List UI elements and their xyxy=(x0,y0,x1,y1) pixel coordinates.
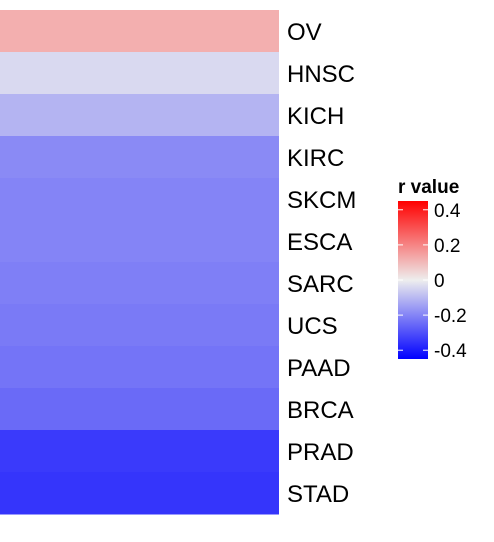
row-label-ucs: UCS xyxy=(287,313,338,340)
heatmap-cell-sarc xyxy=(0,262,279,305)
row-labels: OV HNSC KICH KIRC SKCM ESCA SARC UCS PAAD BRCA PRA… xyxy=(287,19,356,508)
heatmap-cell-brca xyxy=(0,388,279,431)
heatmap-cell-hnsc xyxy=(0,52,279,95)
heatmap-cell-skcm xyxy=(0,178,279,221)
row-label-brca: BRCA xyxy=(287,397,354,424)
legend-ticks: 0.4 0.2 0 -0.2 -0.4 xyxy=(398,201,467,362)
row-label-esca: ESCA xyxy=(287,229,352,256)
row-label-skcm: SKCM xyxy=(287,187,356,214)
heatmap-cell-paad xyxy=(0,346,279,389)
row-label-sarc: SARC xyxy=(287,271,354,298)
row-label-kirc: KIRC xyxy=(287,145,344,172)
row-label-ov: OV xyxy=(287,19,322,46)
heatmap-cell-ucs xyxy=(0,304,279,347)
heatmap-cell-prad xyxy=(0,430,279,473)
row-label-kich: KICH xyxy=(287,103,344,130)
legend-title: r value xyxy=(398,177,459,198)
legend-tick-label: -0.4 xyxy=(434,341,467,362)
heatmap-cells xyxy=(0,10,279,515)
heatmap-cell-stad xyxy=(0,472,279,515)
heatmap-cell-kich xyxy=(0,94,279,137)
color-legend: r value 0.4 0.2 0 -0.2 -0.4 xyxy=(398,177,467,362)
legend-tick-label: 0 xyxy=(434,271,445,292)
legend-tick-label: 0.4 xyxy=(434,201,461,222)
row-label-paad: PAAD xyxy=(287,355,351,382)
row-label-prad: PRAD xyxy=(287,439,354,466)
row-label-hnsc: HNSC xyxy=(287,61,355,88)
heatmap-cell-ov xyxy=(0,10,279,53)
heatmap-cell-kirc xyxy=(0,136,279,179)
row-label-stad: STAD xyxy=(287,481,349,508)
heatmap-cell-esca xyxy=(0,220,279,263)
legend-tick-label: -0.2 xyxy=(434,306,467,327)
legend-tick-label: 0.2 xyxy=(434,236,460,257)
